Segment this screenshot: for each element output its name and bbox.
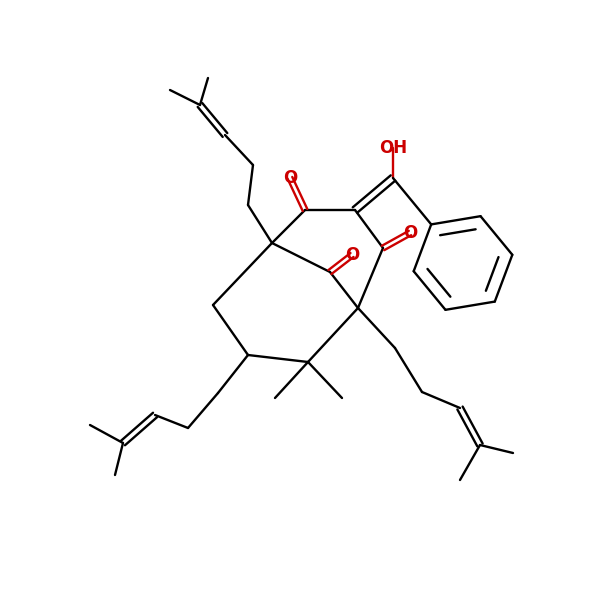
Text: O: O xyxy=(403,224,417,242)
Text: O: O xyxy=(345,246,359,264)
Text: O: O xyxy=(283,169,297,187)
Text: OH: OH xyxy=(379,139,407,157)
